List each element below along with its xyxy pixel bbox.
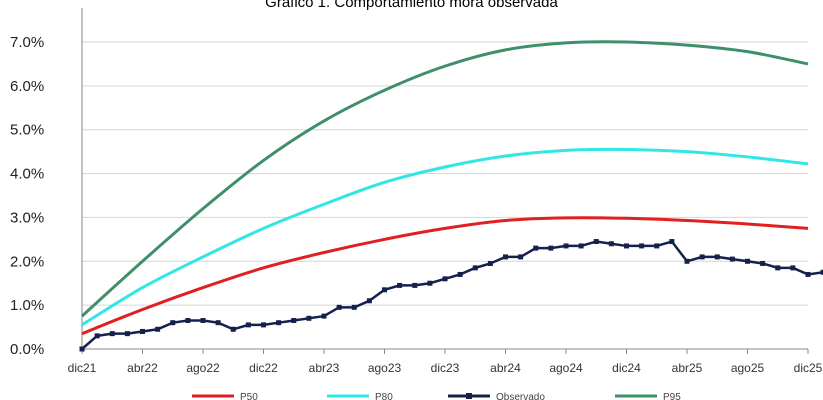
series-line-observado bbox=[81, 240, 823, 350]
data-point-observado bbox=[427, 280, 433, 286]
data-point-observado bbox=[457, 271, 463, 277]
data-point-observado bbox=[366, 298, 372, 304]
data-point-observado bbox=[79, 346, 85, 352]
data-point-observado bbox=[397, 282, 403, 288]
x-tick-label: dic25 bbox=[794, 361, 823, 375]
data-point-observado bbox=[669, 239, 675, 245]
y-tick-label: 4.0% bbox=[10, 166, 44, 183]
data-point-observado bbox=[412, 282, 418, 288]
data-point-observado bbox=[382, 287, 387, 293]
x-tick-label: dic23 bbox=[431, 361, 460, 375]
legend-label: P80 bbox=[375, 392, 393, 400]
data-point-observado bbox=[654, 243, 660, 249]
data-point-observado bbox=[729, 256, 735, 262]
data-point-observado bbox=[276, 320, 282, 326]
data-point-observado bbox=[306, 315, 312, 321]
data-point-observado bbox=[155, 326, 161, 332]
x-tick-label: ago22 bbox=[186, 361, 220, 375]
x-tick-label: abr23 bbox=[309, 361, 340, 375]
legend-label: Observado bbox=[496, 392, 545, 400]
series-line-p95 bbox=[80, 40, 809, 318]
data-point-observado bbox=[472, 265, 478, 271]
data-point-observado bbox=[745, 258, 750, 264]
y-tick-label: 5.0% bbox=[10, 122, 44, 139]
data-point-observado bbox=[518, 254, 524, 260]
data-point-observado bbox=[608, 241, 614, 247]
data-point-observado bbox=[533, 245, 539, 251]
data-point-observado bbox=[503, 254, 508, 260]
axes bbox=[81, 8, 808, 350]
data-point-observado bbox=[684, 258, 690, 264]
data-point-observado bbox=[291, 317, 297, 323]
data-point-observado bbox=[124, 331, 130, 337]
data-point-observado bbox=[578, 243, 584, 249]
data-point-observado bbox=[487, 260, 493, 266]
y-tick-label: 6.0% bbox=[10, 78, 44, 95]
data-point-observado bbox=[820, 269, 823, 275]
data-point-observado bbox=[624, 243, 629, 249]
data-point-observado bbox=[109, 331, 115, 337]
series-line-p80 bbox=[81, 147, 809, 327]
data-point-observado bbox=[639, 243, 645, 249]
series-line-p50 bbox=[81, 216, 809, 336]
data-point-observado bbox=[775, 265, 781, 271]
data-point-observado bbox=[321, 313, 327, 319]
series-lines bbox=[79, 40, 823, 352]
legend-label: P95 bbox=[663, 392, 681, 400]
x-tick-label: dic22 bbox=[249, 361, 278, 375]
data-point-observado bbox=[790, 265, 796, 271]
y-tick-label: 1.0% bbox=[10, 297, 44, 314]
y-tick-label: 7.0% bbox=[10, 34, 44, 51]
x-tick-label: ago23 bbox=[368, 361, 402, 375]
x-tick-label: ago24 bbox=[549, 361, 583, 375]
data-point-observado bbox=[593, 239, 599, 245]
x-tick-label: abr22 bbox=[127, 361, 158, 375]
chart-title: Gráfico 1. Comportamiento mora observada bbox=[265, 0, 558, 11]
data-point-observado bbox=[714, 254, 720, 260]
gridlines bbox=[82, 41, 808, 306]
x-tick-label: ago25 bbox=[731, 361, 765, 375]
data-point-observado bbox=[442, 276, 448, 282]
x-tick-label: dic21 bbox=[68, 361, 97, 375]
data-point-observado bbox=[170, 320, 176, 326]
data-point-observado bbox=[699, 254, 705, 260]
x-tick-label: abr24 bbox=[490, 361, 521, 375]
y-tick-label: 0.0% bbox=[10, 341, 44, 358]
y-tick-label: 3.0% bbox=[10, 209, 44, 226]
data-point-observado bbox=[140, 328, 145, 334]
x-axis-tick-labels: dic21 abr22 ago22 dic22 abr23 ago23 dic23 abr24… bbox=[68, 349, 823, 375]
legend-marker bbox=[466, 393, 472, 399]
x-tick-label: abr25 bbox=[672, 361, 703, 375]
data-point-observado bbox=[230, 326, 236, 332]
data-point-observado bbox=[351, 304, 357, 310]
data-point-observado bbox=[94, 333, 100, 339]
data-point-observado bbox=[245, 322, 251, 328]
legend: P50 P80 Observado P95 bbox=[192, 392, 681, 400]
data-point-observado bbox=[563, 243, 569, 249]
data-point-observado bbox=[185, 317, 191, 323]
y-tick-label: 2.0% bbox=[10, 253, 44, 270]
x-tick-label: dic24 bbox=[612, 361, 641, 375]
data-point-observado bbox=[548, 245, 554, 251]
data-point-observado bbox=[805, 271, 811, 277]
data-point-observado bbox=[200, 317, 206, 323]
data-point-observado bbox=[760, 260, 766, 266]
data-point-observado bbox=[336, 304, 342, 310]
legend-label: P50 bbox=[240, 392, 258, 400]
data-point-observado bbox=[215, 320, 221, 326]
y-axis-tick-labels: 0.0% 1.0% 2.0% 3.0% 4.0% 5.0% 6.0% 7.0% bbox=[10, 34, 44, 358]
data-point-observado bbox=[261, 322, 266, 328]
